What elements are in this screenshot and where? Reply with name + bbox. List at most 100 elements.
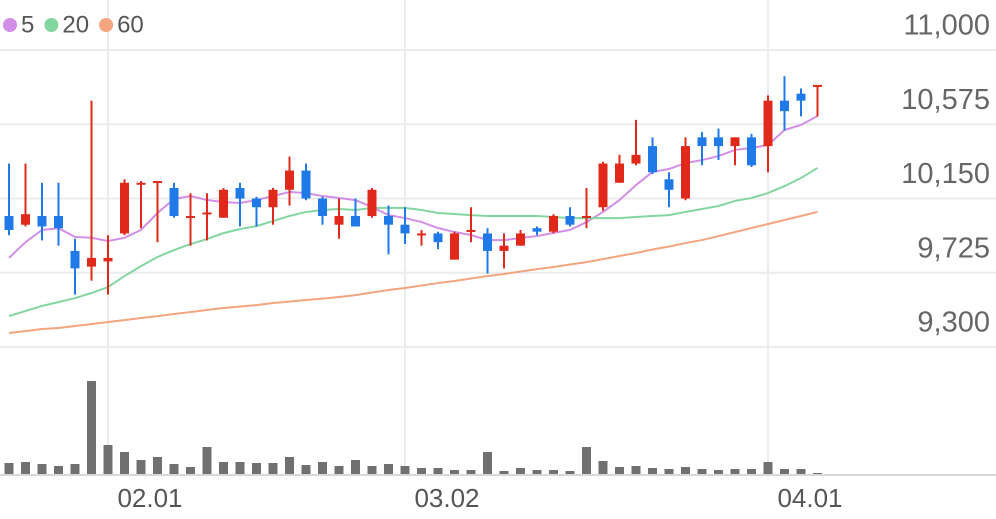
candle-body [186, 215, 195, 218]
candle-body [235, 188, 245, 199]
volume-bar [334, 466, 344, 474]
volume-bar [87, 381, 96, 474]
x-tick-label: 04.01 [777, 483, 842, 513]
candle-body [763, 100, 773, 147]
legend-swatch [99, 18, 114, 32]
volume-bar [202, 447, 212, 474]
candle-body [285, 170, 294, 190]
volume-bar [252, 463, 261, 474]
volume-bar [103, 445, 113, 474]
volume-bar [367, 466, 377, 474]
volume-bar [747, 469, 756, 474]
candle-body [400, 224, 410, 234]
volume-bar [268, 463, 278, 474]
volume-bar [169, 464, 179, 474]
volume-bar [235, 462, 245, 474]
candle-body [219, 189, 228, 218]
volume-bar [532, 470, 542, 474]
x-tick-label: 03.02 [414, 483, 479, 513]
volume-bar [615, 467, 624, 474]
volume-bar [54, 466, 63, 474]
volume-bar [186, 467, 195, 474]
volume-bar [120, 452, 129, 474]
candle-body [334, 215, 344, 225]
candle-body [549, 215, 558, 232]
candle-body [4, 215, 14, 230]
volume-bar [516, 468, 525, 474]
candle-body [516, 233, 525, 246]
candle-body [747, 137, 756, 166]
volume-bar [21, 462, 30, 474]
volume-bar [631, 466, 641, 474]
legend-label: 20 [62, 11, 89, 38]
volume-bar [384, 464, 393, 474]
candle-body [268, 189, 278, 208]
volume-bar [648, 468, 657, 474]
candle-body [21, 214, 30, 225]
candle-body [615, 163, 624, 183]
candle-body [532, 228, 542, 232]
volume-bar [549, 470, 558, 474]
candle-body [813, 84, 822, 87]
candle-body [483, 233, 492, 251]
legend-swatch [3, 18, 17, 32]
candle-body [54, 215, 63, 229]
volume-bar [483, 452, 492, 474]
volume-bar [433, 468, 443, 474]
y-tick-label: 10,150 [901, 158, 990, 190]
candle-body [582, 215, 591, 218]
candle-body [730, 137, 740, 147]
candle-body [433, 233, 443, 243]
volume-bar [400, 466, 410, 474]
volume-bar [780, 469, 789, 474]
candle-body [318, 198, 327, 216]
candle-body [252, 198, 261, 208]
candle-body [351, 215, 360, 227]
legend-swatch [44, 18, 59, 32]
legend-label: 5 [21, 11, 34, 38]
candle-body [631, 154, 641, 164]
candle-body [120, 182, 129, 234]
candle-body [499, 245, 509, 251]
candle-body [714, 137, 723, 147]
y-tick-label: 11,000 [903, 10, 990, 42]
candle-body [367, 189, 377, 216]
volume-bar [417, 468, 426, 474]
candle-body [450, 233, 459, 260]
candle-body [384, 215, 393, 225]
volume-bar [664, 469, 674, 474]
candle-body [598, 163, 608, 208]
volume-bar [301, 465, 311, 474]
ma-line [8, 167, 819, 318]
volume-bar [813, 473, 822, 474]
candle-body [565, 215, 575, 225]
candle-body [202, 212, 212, 215]
volume-bar [466, 470, 476, 474]
ma-line [8, 115, 818, 259]
candle-body [37, 215, 47, 227]
volume-bar [351, 460, 360, 474]
volume-bar [681, 467, 690, 474]
candle-body [103, 257, 113, 262]
volume-bar [565, 471, 575, 474]
candle-body [648, 146, 657, 173]
volume-bar [582, 447, 591, 474]
candle-body [136, 182, 146, 185]
volume-bar [37, 464, 47, 474]
volume-bar [730, 469, 740, 474]
volume-bar [219, 462, 228, 474]
y-tick-label: 10,575 [901, 84, 990, 116]
volume-bar [4, 463, 14, 474]
candle-body [466, 229, 476, 232]
candle-body [417, 233, 426, 236]
volume-bar [136, 460, 146, 474]
volume-bar [285, 457, 294, 474]
candle-body [796, 93, 806, 101]
candle-body [169, 188, 179, 216]
volume-bar [697, 469, 707, 474]
candle-body [681, 146, 690, 199]
volume-bar [70, 464, 80, 474]
volume-bar [763, 462, 773, 474]
volume-bar [450, 470, 459, 474]
y-tick-label: 9,725 [917, 232, 990, 264]
